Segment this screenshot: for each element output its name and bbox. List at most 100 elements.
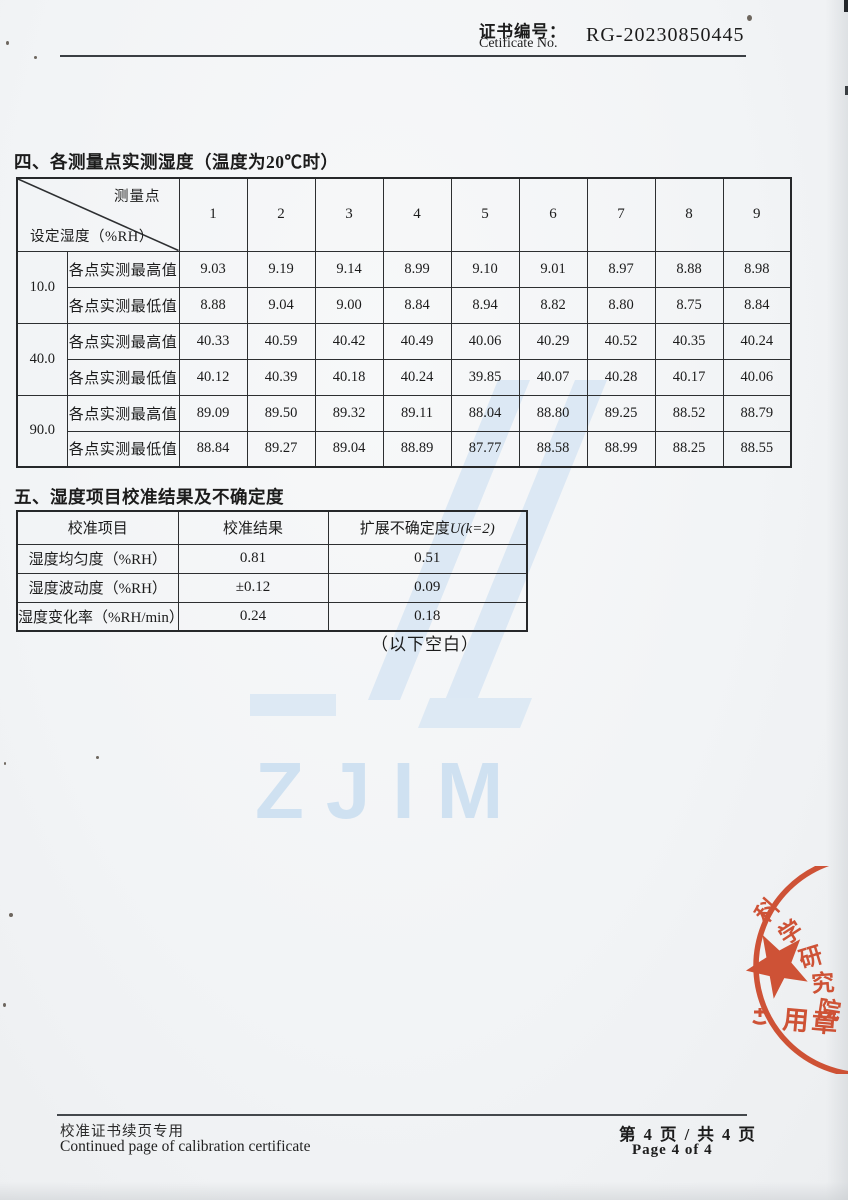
seal-star-icon — [745, 934, 808, 999]
header-uncertainty-prefix: 扩展不确定度 — [359, 521, 450, 538]
table-row: 各点实测最低值 40.12 40.39 40.18 40.24 39.85 40… — [17, 358, 792, 396]
measurement-cell: 40.18 — [314, 358, 384, 396]
scan-speck — [3, 1003, 6, 1007]
measurement-cell: 8.97 — [586, 250, 656, 288]
measurement-cell: 89.09 — [178, 394, 248, 432]
measurement-cell: 8.80 — [586, 286, 656, 324]
scan-edge-mark — [844, 0, 848, 12]
calibration-result-table: 校准项目 校准结果 扩展不确定度U(k=2) 湿度均匀度（%RH） 0.81 0… — [16, 510, 528, 632]
measurement-cell: 40.39 — [246, 358, 316, 396]
point-header: 7 — [586, 177, 656, 252]
table-row: 40.0 各点实测最高值 40.33 40.59 40.42 40.49 40.… — [16, 322, 792, 396]
table-row: 湿度均匀度（%RH） 0.81 0.51 — [16, 543, 528, 574]
row-label-max: 各点实测最高值 — [66, 322, 180, 360]
measurement-cell: 9.19 — [246, 250, 316, 288]
page-number-zh: 第 4 页 / 共 4 页 — [619, 1125, 757, 1144]
measurement-cell: 40.24 — [722, 322, 792, 360]
measurement-cell: 40.33 — [178, 322, 248, 360]
measurement-cell: 89.04 — [314, 430, 384, 468]
measurement-cell: 9.01 — [518, 250, 588, 288]
header-uncertainty: 扩展不确定度U(k=2) — [327, 510, 528, 545]
scan-speck — [34, 56, 37, 59]
scan-speck — [747, 15, 752, 21]
calibration-uncertainty: 0.51 — [327, 543, 528, 574]
measurement-cell: 40.52 — [586, 322, 656, 360]
table-row: 湿度波动度（%RH） ±0.12 0.09 — [16, 572, 528, 603]
corner-label-point: 测量点 — [114, 189, 161, 205]
set-humidity-cell: 90.0 — [16, 394, 68, 468]
row-label-min: 各点实测最低值 — [66, 286, 180, 324]
scan-speck — [9, 913, 13, 917]
calibration-item: 湿度均匀度（%RH） — [16, 543, 179, 574]
measurement-cell: 89.50 — [246, 394, 316, 432]
calibration-result: 0.24 — [177, 601, 329, 632]
measurement-cell: 40.29 — [518, 322, 588, 360]
measurement-cell: 8.84 — [722, 286, 792, 324]
measurement-cell: 89.32 — [314, 394, 384, 432]
table-row: 90.0 各点实测最高值 89.09 89.50 89.32 89.11 88.… — [16, 394, 792, 468]
scan-speck — [96, 756, 99, 759]
measurement-cell: 40.24 — [382, 358, 452, 396]
row-label-max: 各点实测最高值 — [66, 394, 180, 432]
table-header-row: 校准项目 校准结果 扩展不确定度U(k=2) — [16, 510, 528, 545]
header-item: 校准项目 — [16, 510, 179, 545]
header-divider — [60, 55, 746, 57]
measurement-cell: 40.28 — [586, 358, 656, 396]
row-label-min: 各点实测最低值 — [66, 358, 180, 396]
footer-note-en: Continued page of calibration certificat… — [60, 1138, 311, 1155]
measurement-cell: 40.35 — [654, 322, 724, 360]
seal-arc-char: 研 — [796, 942, 825, 973]
measurement-cell: 40.42 — [314, 322, 384, 360]
calibration-uncertainty: 0.09 — [327, 572, 528, 603]
measurement-cell: 40.06 — [450, 322, 520, 360]
measurement-cell: 39.85 — [450, 358, 520, 396]
scan-edge-mark — [845, 86, 848, 95]
measurement-cell: 8.99 — [382, 250, 452, 288]
header-result: 校准结果 — [177, 510, 329, 545]
measurement-cell: 88.04 — [450, 394, 520, 432]
measurement-cell: 89.27 — [246, 430, 316, 468]
measurement-cell: 88.58 — [518, 430, 588, 468]
point-header: 3 — [314, 177, 384, 252]
measurement-cell: 9.03 — [178, 250, 248, 288]
calibration-result: 0.81 — [177, 543, 329, 574]
measurement-cell: 88.79 — [722, 394, 792, 432]
corner-label-humidity: 设定湿度（%RH） — [30, 228, 154, 245]
certificate-number: RG-20230850445 — [586, 24, 745, 46]
measurement-cell: 9.14 — [314, 250, 384, 288]
measurement-cell: 40.07 — [518, 358, 588, 396]
measurement-cell: 9.10 — [450, 250, 520, 288]
measurement-cell: 40.59 — [246, 322, 316, 360]
measurement-cell: 9.04 — [246, 286, 316, 324]
seal-arc-char: 院 — [816, 995, 843, 1024]
point-header: 2 — [246, 177, 316, 252]
footer-note-zh: 校准证书续页专用 — [60, 1124, 184, 1140]
point-header: 5 — [450, 177, 520, 252]
row-label-min: 各点实测最低值 — [66, 430, 180, 468]
point-header: 4 — [382, 177, 452, 252]
watermark-foot — [250, 694, 336, 716]
certificate-no-label-zh: 证书编号： — [479, 22, 567, 41]
measurement-cell: 88.80 — [518, 394, 588, 432]
set-humidity-cell: 10.0 — [16, 250, 68, 324]
watermark-foot — [418, 698, 532, 728]
table-row: 湿度变化率（%RH/min） 0.24 0.18 — [16, 601, 528, 632]
footer-divider — [57, 1114, 747, 1116]
measurement-cell: 40.12 — [178, 358, 248, 396]
section4-title: 四、各测量点实测湿度（温度为20℃时） — [14, 152, 339, 172]
measurement-cell: 8.94 — [450, 286, 520, 324]
measurement-cell: 89.25 — [586, 394, 656, 432]
page-number-en: Page 4 of 4 — [632, 1142, 713, 1158]
watermark-text: ZJIM — [255, 746, 525, 835]
measurement-cell: 8.88 — [178, 286, 248, 324]
point-header: 1 — [178, 177, 248, 252]
blank-below-note: （以下空白） — [371, 635, 479, 654]
measurement-cell: 40.17 — [654, 358, 724, 396]
table-row: 各点实测最低值 8.88 9.04 9.00 8.84 8.94 8.82 8.… — [17, 286, 792, 324]
certificate-no-label-en: Cetificate No. — [479, 36, 558, 51]
point-header: 6 — [518, 177, 588, 252]
point-header: 8 — [654, 177, 724, 252]
calibration-uncertainty: 0.18 — [327, 601, 528, 632]
table-row: 10.0 各点实测最高值 9.03 9.19 9.14 8.99 9.10 9.… — [16, 250, 792, 324]
